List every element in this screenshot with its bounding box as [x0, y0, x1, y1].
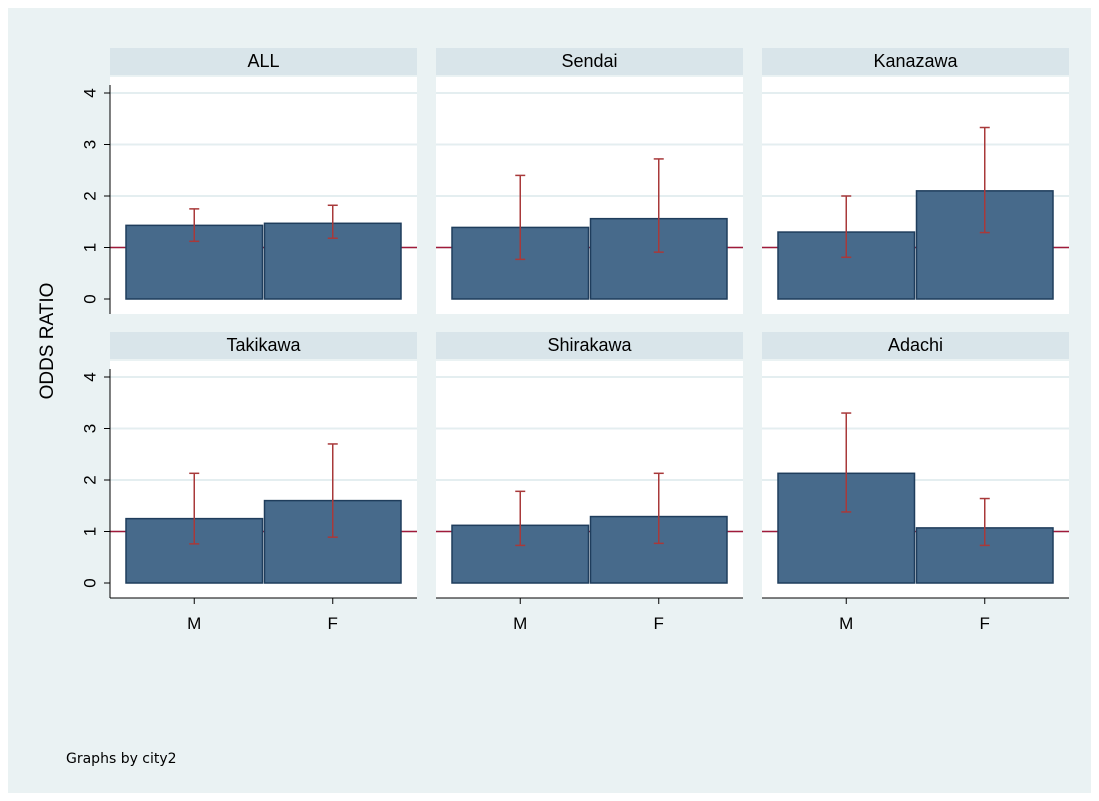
y-tick-label: 2	[81, 191, 100, 200]
panel-takikawa: Takikawa 0 1 2 3 4 M F	[81, 332, 417, 633]
y-tick-label: 0	[81, 294, 100, 303]
panel-kanazawa: Kanazawa	[762, 48, 1069, 314]
y-tick-label: 2	[81, 475, 100, 484]
x-tick-label: M	[839, 614, 853, 633]
y-tick-label: 1	[81, 527, 100, 536]
y-tick-label: 3	[81, 140, 100, 149]
x-tick-label: F	[328, 614, 338, 633]
panel-title: Sendai	[561, 51, 617, 71]
panel-title: Kanazawa	[873, 51, 958, 71]
panel-strip	[762, 48, 1069, 75]
panel-strip	[110, 48, 417, 75]
y-tick-label: 4	[81, 372, 100, 381]
y-tick-label: 4	[81, 88, 100, 97]
panel-title: Takikawa	[226, 335, 301, 355]
panel-title: Shirakawa	[547, 335, 632, 355]
x-tick-label: F	[980, 614, 990, 633]
panel-title: ALL	[247, 51, 279, 71]
panel-adachi: Adachi M F	[762, 332, 1069, 633]
panel-title: Adachi	[888, 335, 943, 355]
x-tick-label: M	[187, 614, 201, 633]
panel-all: ALL 0 1 2 3 4	[81, 48, 417, 314]
x-tick-label: M	[513, 614, 527, 633]
panel-shirakawa: Shirakawa M F	[436, 332, 743, 633]
y-axis-label: ODDS RATIO	[37, 282, 58, 400]
panel-strip	[436, 48, 743, 75]
graphs-by-note: Graphs by city2	[66, 751, 177, 767]
panel-strip	[762, 332, 1069, 359]
panel-strip	[436, 332, 743, 359]
y-tick-label: 3	[81, 424, 100, 433]
panel-sendai: Sendai	[436, 48, 743, 314]
y-tick-label: 0	[81, 578, 100, 587]
panel-strip	[110, 332, 417, 359]
x-tick-label: F	[654, 614, 664, 633]
y-tick-label: 1	[81, 243, 100, 252]
